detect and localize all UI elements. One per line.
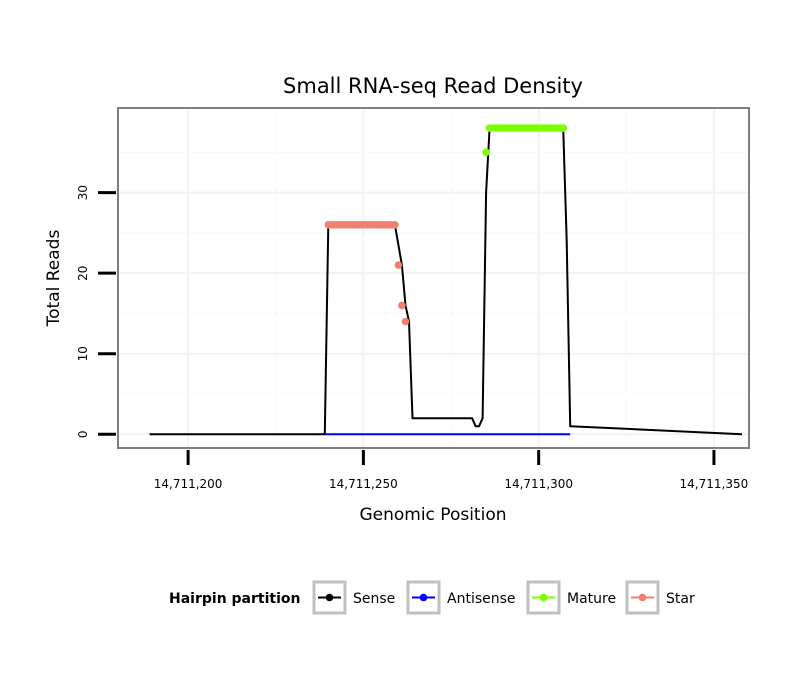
legend: Hairpin partition Sense Antisense Mature St…: [169, 580, 695, 615]
point-mature: [559, 124, 567, 132]
plot-border: [117, 107, 750, 449]
x-tick-label: 14,711,200: [154, 477, 223, 491]
y-axis-title: Total Reads: [44, 230, 64, 328]
legend-label-star: Star: [666, 591, 695, 607]
y-tick-label: 30: [76, 185, 90, 200]
y-tick-label: 20: [76, 266, 90, 281]
point-star: [398, 301, 406, 310]
y-tick-label: 10: [76, 346, 90, 361]
legend-label-sense: Sense: [353, 591, 395, 607]
point-mature: [482, 148, 490, 157]
chart-title: Small RNA-seq Read Density: [283, 74, 583, 98]
x-axis: 14,711,200 14,711,250 14,711,300 14,711,350: [154, 450, 749, 491]
y-tick-label: 0: [76, 430, 90, 438]
x-tick-label: 14,711,350: [680, 477, 749, 491]
y-axis: 0 10 20 30: [76, 185, 116, 438]
plot-panel: [118, 108, 749, 448]
legend-key-point: [325, 593, 334, 602]
legend-label-mature: Mature: [567, 591, 616, 607]
point-star: [401, 317, 410, 326]
series-markers: [324, 124, 567, 326]
x-tick-label: 14,711,300: [504, 477, 573, 491]
x-axis-title: Genomic Position: [359, 505, 506, 525]
legend-key-point: [539, 593, 548, 602]
legend-title: Hairpin partition: [169, 591, 300, 607]
point-star: [394, 261, 403, 269]
x-tick-label: 14,711,250: [329, 477, 398, 491]
legend-key-point: [419, 593, 428, 602]
legend-key-point: [638, 593, 647, 602]
grid-lines: [118, 108, 749, 448]
legend-label-antisense: Antisense: [447, 591, 516, 607]
point-star: [391, 221, 399, 229]
